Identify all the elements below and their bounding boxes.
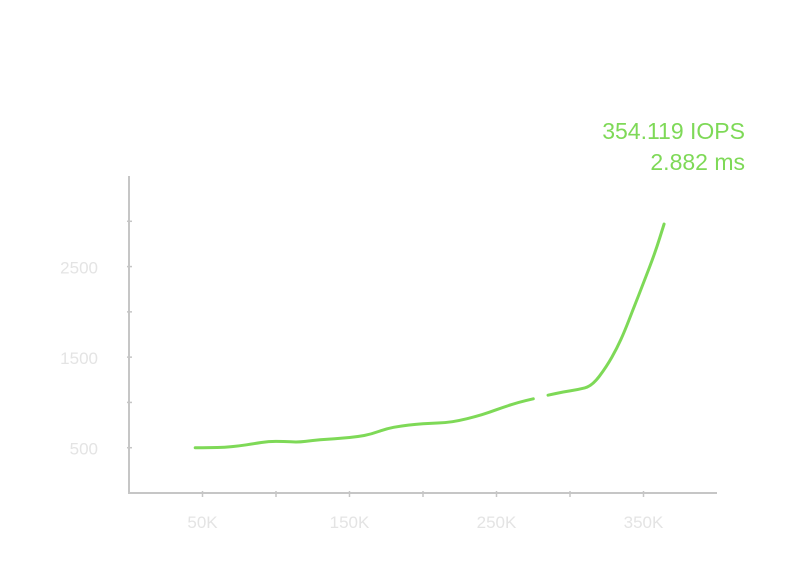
annotation-iops: 354.119 IOPS — [602, 118, 745, 144]
x-tick-label: 350K — [624, 513, 664, 532]
y-tick-label: 500 — [70, 440, 98, 459]
series-line — [546, 222, 666, 397]
y-tick-group: 500 1500 2500 — [60, 220, 132, 459]
x-tick-group: 50K 150K 250K 350K — [187, 491, 664, 532]
x-tick-label: 50K — [187, 513, 218, 532]
series-line — [193, 397, 535, 450]
annotation-latency: 2.882 ms — [650, 149, 745, 175]
y-tick-label: 2500 — [60, 259, 98, 278]
x-tick-label: 250K — [477, 513, 517, 532]
series-group — [193, 222, 666, 450]
end-annotation: 354.119 IOPS 2.882 ms — [602, 118, 745, 175]
y-tick-label: 1500 — [60, 349, 98, 368]
x-tick-label: 150K — [330, 513, 370, 532]
